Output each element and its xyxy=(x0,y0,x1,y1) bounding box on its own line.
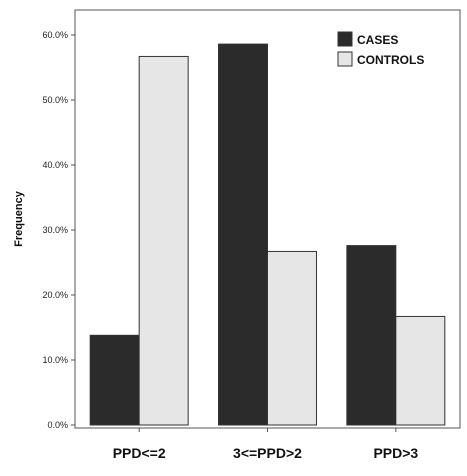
legend-label-cases: CASES xyxy=(357,33,398,47)
bar-cases-1 xyxy=(218,43,268,426)
legend: CASES CONTROLS xyxy=(337,31,424,67)
y-tick-label: 20.0% xyxy=(42,290,68,300)
bar-controls-2 xyxy=(395,315,446,426)
y-tick-label: 60.0% xyxy=(42,30,68,40)
legend-label-controls: CONTROLS xyxy=(357,53,424,67)
x-tick-label: PPD<=2 xyxy=(113,445,166,461)
y-tick-label: 10.0% xyxy=(42,355,68,365)
bar-controls-0 xyxy=(138,55,189,426)
legend-swatch-cases xyxy=(337,31,353,47)
bar-cases-2 xyxy=(346,245,397,426)
y-tick-label: 40.0% xyxy=(42,160,68,170)
legend-swatch-controls xyxy=(337,51,353,67)
bar-controls-1 xyxy=(267,250,317,426)
y-tick-label: 30.0% xyxy=(42,225,68,235)
x-tick-label: 3<=PPD>2 xyxy=(233,445,302,461)
y-axis: 0.0% 10.0% 20.0% 30.0% 40.0% 50.0% 60.0% xyxy=(42,10,76,430)
x-tick-label: PPD>3 xyxy=(373,445,418,461)
bars-group xyxy=(89,43,446,426)
y-tick-label: 0.0% xyxy=(47,420,68,430)
x-axis-labels: PPD<=2 3<=PPD>2 PPD>3 xyxy=(113,428,418,461)
y-tick-label: 50.0% xyxy=(42,95,68,105)
bar-cases-0 xyxy=(89,334,140,426)
y-axis-title: Frequency xyxy=(13,190,25,247)
